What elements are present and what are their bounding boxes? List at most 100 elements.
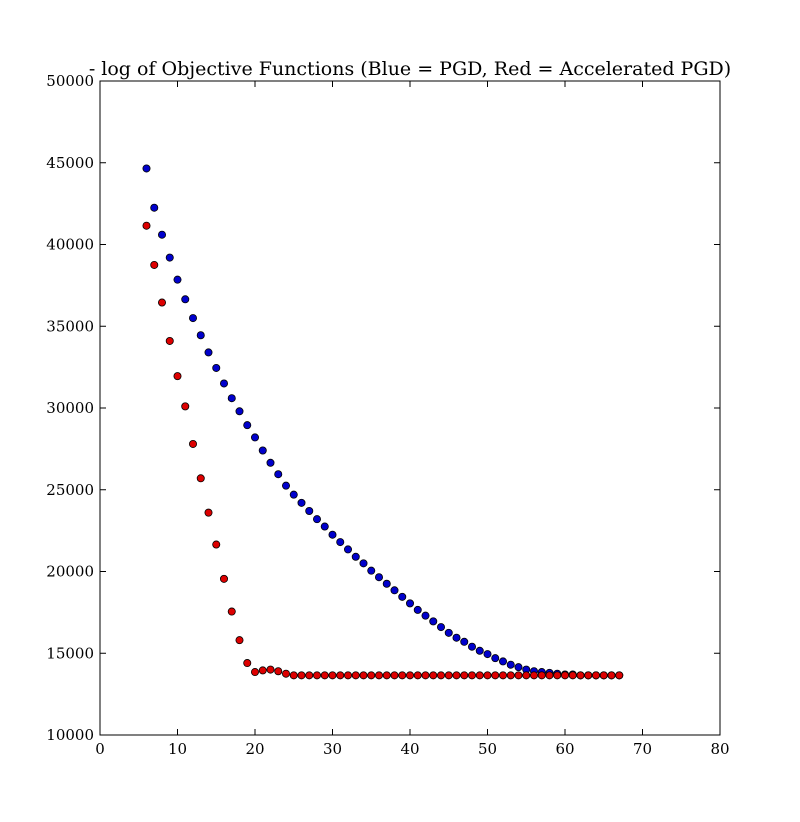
y-tick-label: 10000 bbox=[46, 726, 94, 744]
accelerated-pgd-point bbox=[483, 671, 492, 680]
accelerated-pgd-point bbox=[196, 474, 205, 483]
accelerated-pgd-point bbox=[188, 439, 197, 448]
chart-title: - log of Objective Functions (Blue = PGD… bbox=[89, 58, 731, 80]
pgd-point bbox=[467, 642, 476, 651]
accelerated-pgd-point bbox=[514, 671, 523, 680]
accelerated-pgd-point bbox=[243, 659, 252, 668]
accelerated-pgd-point bbox=[157, 298, 166, 307]
pgd-point bbox=[297, 498, 306, 507]
pgd-point bbox=[359, 559, 368, 568]
y-tick-label: 30000 bbox=[46, 399, 94, 417]
pgd-point bbox=[374, 573, 383, 582]
pgd-point bbox=[390, 586, 399, 595]
accelerated-pgd-point bbox=[537, 671, 546, 680]
pgd-point bbox=[320, 522, 329, 531]
accelerated-pgd-point bbox=[227, 607, 236, 616]
accelerated-pgd-point bbox=[607, 671, 616, 680]
accelerated-pgd-point bbox=[359, 671, 368, 680]
accelerated-pgd-point bbox=[584, 671, 593, 680]
y-tick-label: 45000 bbox=[46, 154, 94, 172]
pgd-point bbox=[305, 507, 314, 516]
accelerated-pgd-point bbox=[312, 671, 321, 680]
pgd-point bbox=[188, 314, 197, 323]
x-tick-label: 50 bbox=[478, 740, 497, 758]
accelerated-pgd-point bbox=[165, 336, 174, 345]
data-points bbox=[142, 164, 624, 680]
accelerated-pgd-point bbox=[258, 666, 267, 675]
pgd-point bbox=[243, 421, 252, 430]
accelerated-pgd-point bbox=[266, 665, 275, 674]
pgd-point bbox=[235, 407, 244, 416]
accelerated-pgd-point bbox=[204, 508, 213, 517]
accelerated-pgd-point bbox=[599, 671, 608, 680]
accelerated-pgd-point bbox=[475, 671, 484, 680]
accelerated-pgd-point bbox=[181, 402, 190, 411]
y-tick-label: 35000 bbox=[46, 317, 94, 335]
pgd-point bbox=[429, 617, 438, 626]
pgd-point bbox=[266, 458, 275, 467]
x-tick-label: 70 bbox=[633, 740, 652, 758]
accelerated-pgd-point bbox=[150, 260, 159, 269]
accelerated-pgd-point bbox=[219, 574, 228, 583]
accelerated-pgd-point bbox=[452, 671, 461, 680]
accelerated-pgd-point bbox=[506, 671, 515, 680]
pgd-point bbox=[227, 394, 236, 403]
pgd-point bbox=[460, 637, 469, 646]
x-tick-label: 20 bbox=[245, 740, 264, 758]
pgd-point bbox=[312, 515, 321, 524]
pgd-point bbox=[421, 611, 430, 620]
accelerated-pgd-point bbox=[561, 671, 570, 680]
pgd-point bbox=[498, 657, 507, 666]
accelerated-pgd-point bbox=[274, 667, 283, 676]
accelerated-pgd-point bbox=[212, 540, 221, 549]
accelerated-pgd-point bbox=[351, 671, 360, 680]
accelerated-pgd-point bbox=[382, 671, 391, 680]
accelerated-pgd-point bbox=[289, 671, 298, 680]
accelerated-pgd-point bbox=[576, 671, 585, 680]
pgd-point bbox=[196, 331, 205, 340]
pgd-point bbox=[328, 530, 337, 539]
accelerated-pgd-point bbox=[498, 671, 507, 680]
y-tick-label: 15000 bbox=[46, 644, 94, 662]
pgd-point bbox=[250, 433, 259, 442]
pgd-point bbox=[367, 566, 376, 575]
accelerated-pgd-point bbox=[328, 671, 337, 680]
pgd-point bbox=[475, 646, 484, 655]
plot-area bbox=[99, 80, 721, 736]
pgd-point bbox=[165, 253, 174, 262]
accelerated-pgd-point bbox=[305, 671, 314, 680]
x-tick-label: 30 bbox=[323, 740, 342, 758]
accelerated-pgd-point bbox=[343, 671, 352, 680]
accelerated-pgd-point bbox=[545, 671, 554, 680]
pgd-point bbox=[150, 203, 159, 212]
accelerated-pgd-point bbox=[491, 671, 500, 680]
accelerated-pgd-point bbox=[429, 671, 438, 680]
accelerated-pgd-point bbox=[530, 671, 539, 680]
pgd-point bbox=[405, 599, 414, 608]
accelerated-pgd-point bbox=[444, 671, 453, 680]
pgd-point bbox=[274, 470, 283, 479]
pgd-point bbox=[436, 623, 445, 632]
x-tick-label: 40 bbox=[400, 740, 419, 758]
pgd-point bbox=[142, 164, 151, 173]
y-tick-label: 50000 bbox=[46, 72, 94, 90]
pgd-point bbox=[382, 579, 391, 588]
accelerated-pgd-point bbox=[405, 671, 414, 680]
pgd-point bbox=[452, 633, 461, 642]
accelerated-pgd-point bbox=[390, 671, 399, 680]
pgd-point bbox=[219, 379, 228, 388]
x-tick-label: 10 bbox=[168, 740, 187, 758]
accelerated-pgd-point bbox=[235, 636, 244, 645]
y-tick-label: 40000 bbox=[46, 236, 94, 254]
pgd-point bbox=[336, 538, 345, 547]
pgd-point bbox=[212, 363, 221, 372]
pgd-point bbox=[398, 592, 407, 601]
pgd-point bbox=[181, 295, 190, 304]
accelerated-pgd-point bbox=[398, 671, 407, 680]
accelerated-pgd-point bbox=[615, 671, 624, 680]
pgd-point bbox=[281, 481, 290, 490]
accelerated-pgd-point bbox=[367, 671, 376, 680]
accelerated-pgd-point bbox=[297, 671, 306, 680]
pgd-point bbox=[483, 650, 492, 659]
